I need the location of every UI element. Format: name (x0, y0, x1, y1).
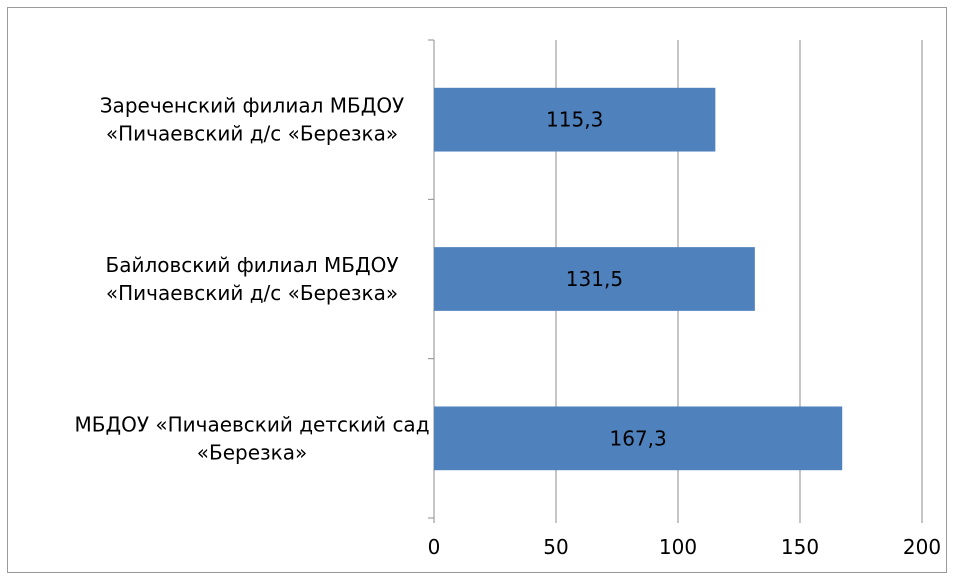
x-tick-label-50: 50 (543, 535, 568, 559)
category-label-line: «Пичаевский д/с «Березка» (106, 122, 398, 146)
category-label-line: Зареченский филиал МБДОУ (100, 94, 405, 118)
category-label-2: Байловский филиал МБДОУ «Пичаевский д/с «… (105, 253, 398, 305)
data-label-3: 167,3 (609, 426, 666, 450)
category-label-line: Байловский филиал МБДОУ (105, 253, 398, 277)
data-labels: 115,3 131,5 167,3 (546, 108, 667, 451)
category-label-3: МБДОУ «Пичаевский детский сад «Березка» (74, 412, 429, 464)
x-tick-label-150: 150 (781, 535, 819, 559)
data-label-1: 115,3 (546, 108, 603, 132)
bar-2 (434, 247, 755, 311)
category-label-line: «Пичаевский д/с «Березка» (106, 281, 398, 305)
x-tick-label-100: 100 (659, 535, 697, 559)
bar-3 (434, 406, 843, 471)
category-label-line: «Березка» (197, 440, 307, 464)
x-tick-label-200: 200 (903, 535, 941, 559)
data-label-2: 131,5 (566, 267, 623, 291)
bars (434, 87, 843, 471)
category-labels: Зареченский филиал МБДОУ «Пичаевский д/с … (74, 94, 429, 465)
x-tick-labels: 0 50 100 150 200 (428, 535, 941, 559)
bar-1 (434, 87, 716, 152)
category-label-line: МБДОУ «Пичаевский детский сад (74, 412, 429, 436)
category-label-1: Зареченский филиал МБДОУ «Пичаевский д/с … (100, 94, 405, 146)
x-tick-label-0: 0 (428, 535, 441, 559)
